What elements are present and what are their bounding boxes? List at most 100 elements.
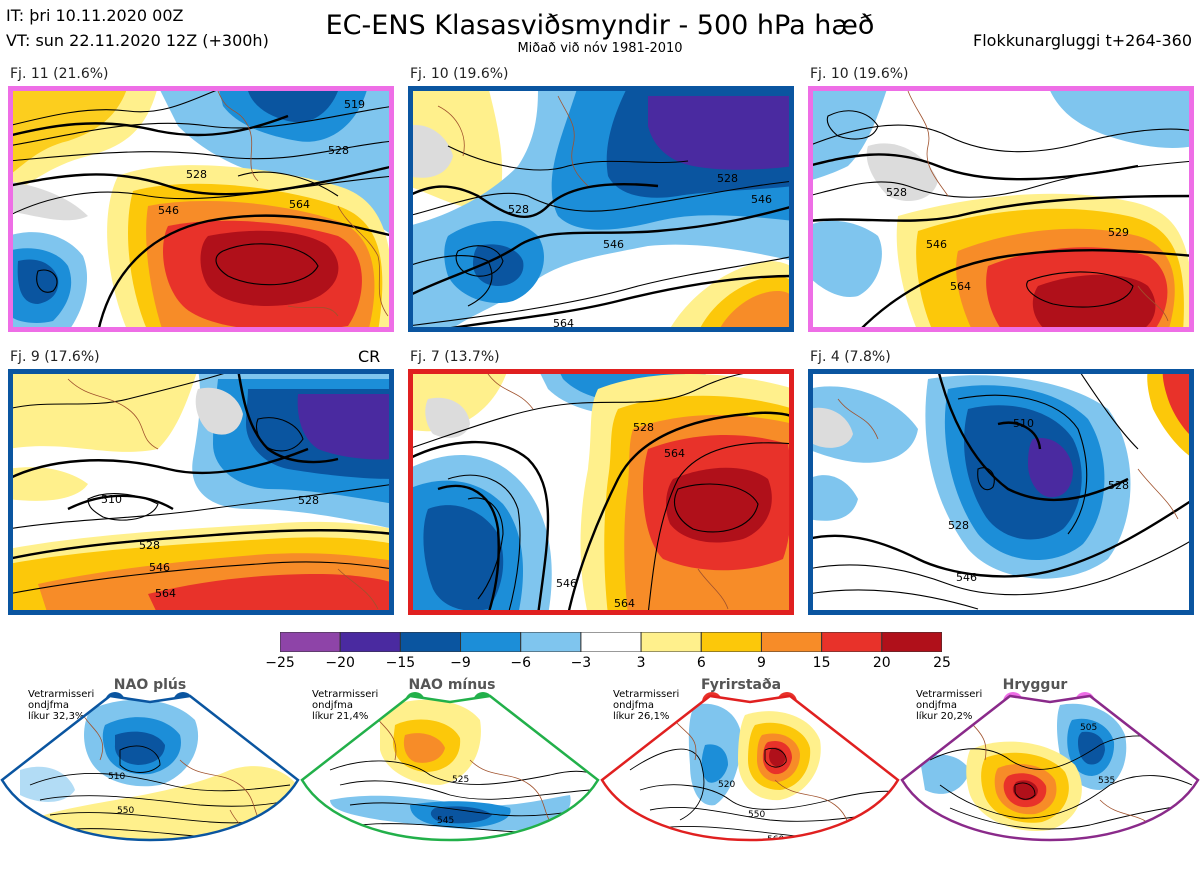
colorbar-tick-label: 3 [636,655,646,671]
colorbar-cell [339,631,401,653]
panel-4-label: Fj. 9 (17.6%) [10,349,100,365]
init-time: IT: þri 10.11.2020 00Z [6,6,184,25]
colorbar [279,631,943,653]
page-subtitle: Miðað við nóv 1981-2010 [517,41,683,56]
regime-note-line: ondjfma [613,700,654,711]
valid-time: VT: sun 22.11.2020 12Z (+300h) [6,31,269,50]
colorbar-tick-label: 15 [812,655,831,671]
contour-label: 550 [117,806,134,816]
colorbar-cell [640,631,702,653]
contour-label: 564 [289,198,310,211]
contour-label: 505 [1080,723,1097,733]
colorbar-tick-label: 9 [757,655,766,671]
colorbar-tick-label: 6 [696,655,706,671]
contour-label: 564 [614,597,635,610]
contour-label: 545 [437,816,454,826]
contour-label: 564 [950,280,971,293]
cluster-map-6: 510 528 546 528 [808,369,1194,615]
contour-label: 560 [767,835,784,845]
colorbar-tick-label: −9 [450,655,471,671]
contour-label: 510 [108,772,125,782]
cr-mark: CR [358,347,381,366]
colorbar-tick-label: −20 [325,655,355,671]
colorbar-cell [760,631,823,653]
regime-2-note: Vetrarmisseri ondjfma líkur 21,4% [312,689,378,722]
colorbar-tick-label: −3 [570,655,592,671]
contour-label: 528 [948,519,969,532]
regime-note-line: ondjfma [916,700,957,711]
cluster-map-4: 510 528 546 564 528 [8,369,394,615]
regime-1-title: NAO plús [113,677,187,693]
contour-label: 528 [508,203,529,216]
panel-2-label: Fj. 10 (19.6%) [410,66,509,82]
contour-label: 564 [553,317,574,330]
contour-label: 510 [1013,417,1034,430]
colorbar-cell [700,631,762,653]
colorbar-cell [821,631,883,653]
contour-label: 546 [158,204,179,217]
colorbar-tick-label: −15 [385,655,416,671]
contour-label: 528 [186,168,207,181]
cluster-map-3: 528 546 564 529 [808,86,1194,332]
regime-2-map: 525 545 565 [300,694,600,861]
contour-label: 525 [452,775,469,785]
colorbar-cell [399,631,462,653]
colorbar-tick-label: −6 [510,655,531,671]
cluster-map-2: 528 546 564 528 546 [408,86,794,332]
contour-label: 546 [751,193,772,206]
contour-label: 528 [328,144,349,157]
contour-label: 528 [298,494,319,507]
contour-label: 565 [448,851,465,861]
panel-6-label: Fj. 4 (7.8%) [810,349,891,365]
colorbar-cell [881,631,943,653]
contour-label: 528 [717,172,738,185]
page-title: EC-ENS Klasasviðsmyndir - 500 hPa hæð [325,10,875,41]
contour-label: 520 [718,780,735,790]
classification-window: Flokkunargluggi t+264-360 [973,31,1192,50]
regime-note-line: ondjfma [312,700,353,711]
contour-label: 546 [603,238,624,251]
cluster-map-1: 546 528 564 528 519 [8,86,394,332]
regime-note-line: Vetrarmisseri [28,689,95,700]
regime-4-note: Vetrarmisseri ondjfma líkur 20,2% [916,689,982,722]
contour-label: 564 [155,587,176,600]
contour-label: 529 [1108,226,1129,239]
regime-note-line: Vetrarmisseri [312,689,379,700]
colorbar-cell [460,631,522,653]
regime-3-map: 520 550 560 [600,694,900,845]
regime-2-title: NAO mínus [408,677,496,693]
regime-note-line: Vetrarmisseri [916,689,983,700]
regime-3-note: Vetrarmisseri ondjfma líkur 26,1% [613,689,679,722]
regime-note-line: líkur 21,4% [312,711,369,722]
colorbar-tick-label: 20 [872,655,891,671]
regime-3-title: Fyrirstaða [700,677,782,693]
panel-5-label: Fj. 7 (13.7%) [410,349,500,365]
contour-label: 528 [633,421,654,434]
contour-label: 528 [886,186,907,199]
regime-1-note: Vetrarmisseri ondjfma líkur 32,3% [28,689,94,722]
colorbar-tick-label: −25 [265,655,295,671]
colorbar-cell [279,631,341,653]
colorbar-cell [520,631,582,653]
regime-note-line: ondjfma [28,700,69,711]
regime-4-map: 505 535 560 [900,694,1200,842]
contour-label: 519 [344,98,365,111]
colorbar-cell [580,631,642,653]
contour-label: 546 [556,577,577,590]
panel-1-label: Fj. 11 (21.6%) [10,66,109,82]
contour-label: 546 [149,561,170,574]
cluster-map-5: 528 546 564 564 [408,369,794,615]
contour-label: 546 [926,238,947,251]
regime-4-title: Hryggur [1002,677,1068,693]
contour-label: 528 [139,539,160,552]
contour-label: 546 [956,571,977,584]
contour-label: 528 [1108,479,1129,492]
regime-note-line: líkur 20,2% [916,711,973,722]
panel-3-label: Fj. 10 (19.6%) [810,66,909,82]
regime-note-line: líkur 26,1% [613,711,670,722]
contour-label: 510 [101,493,122,506]
regime-note-line: Vetrarmisseri [613,689,680,700]
regime-note-line: líkur 32,3% [28,711,85,722]
colorbar-tick-label: 25 [933,655,951,671]
regime-1-map: 510 550 [0,694,300,842]
